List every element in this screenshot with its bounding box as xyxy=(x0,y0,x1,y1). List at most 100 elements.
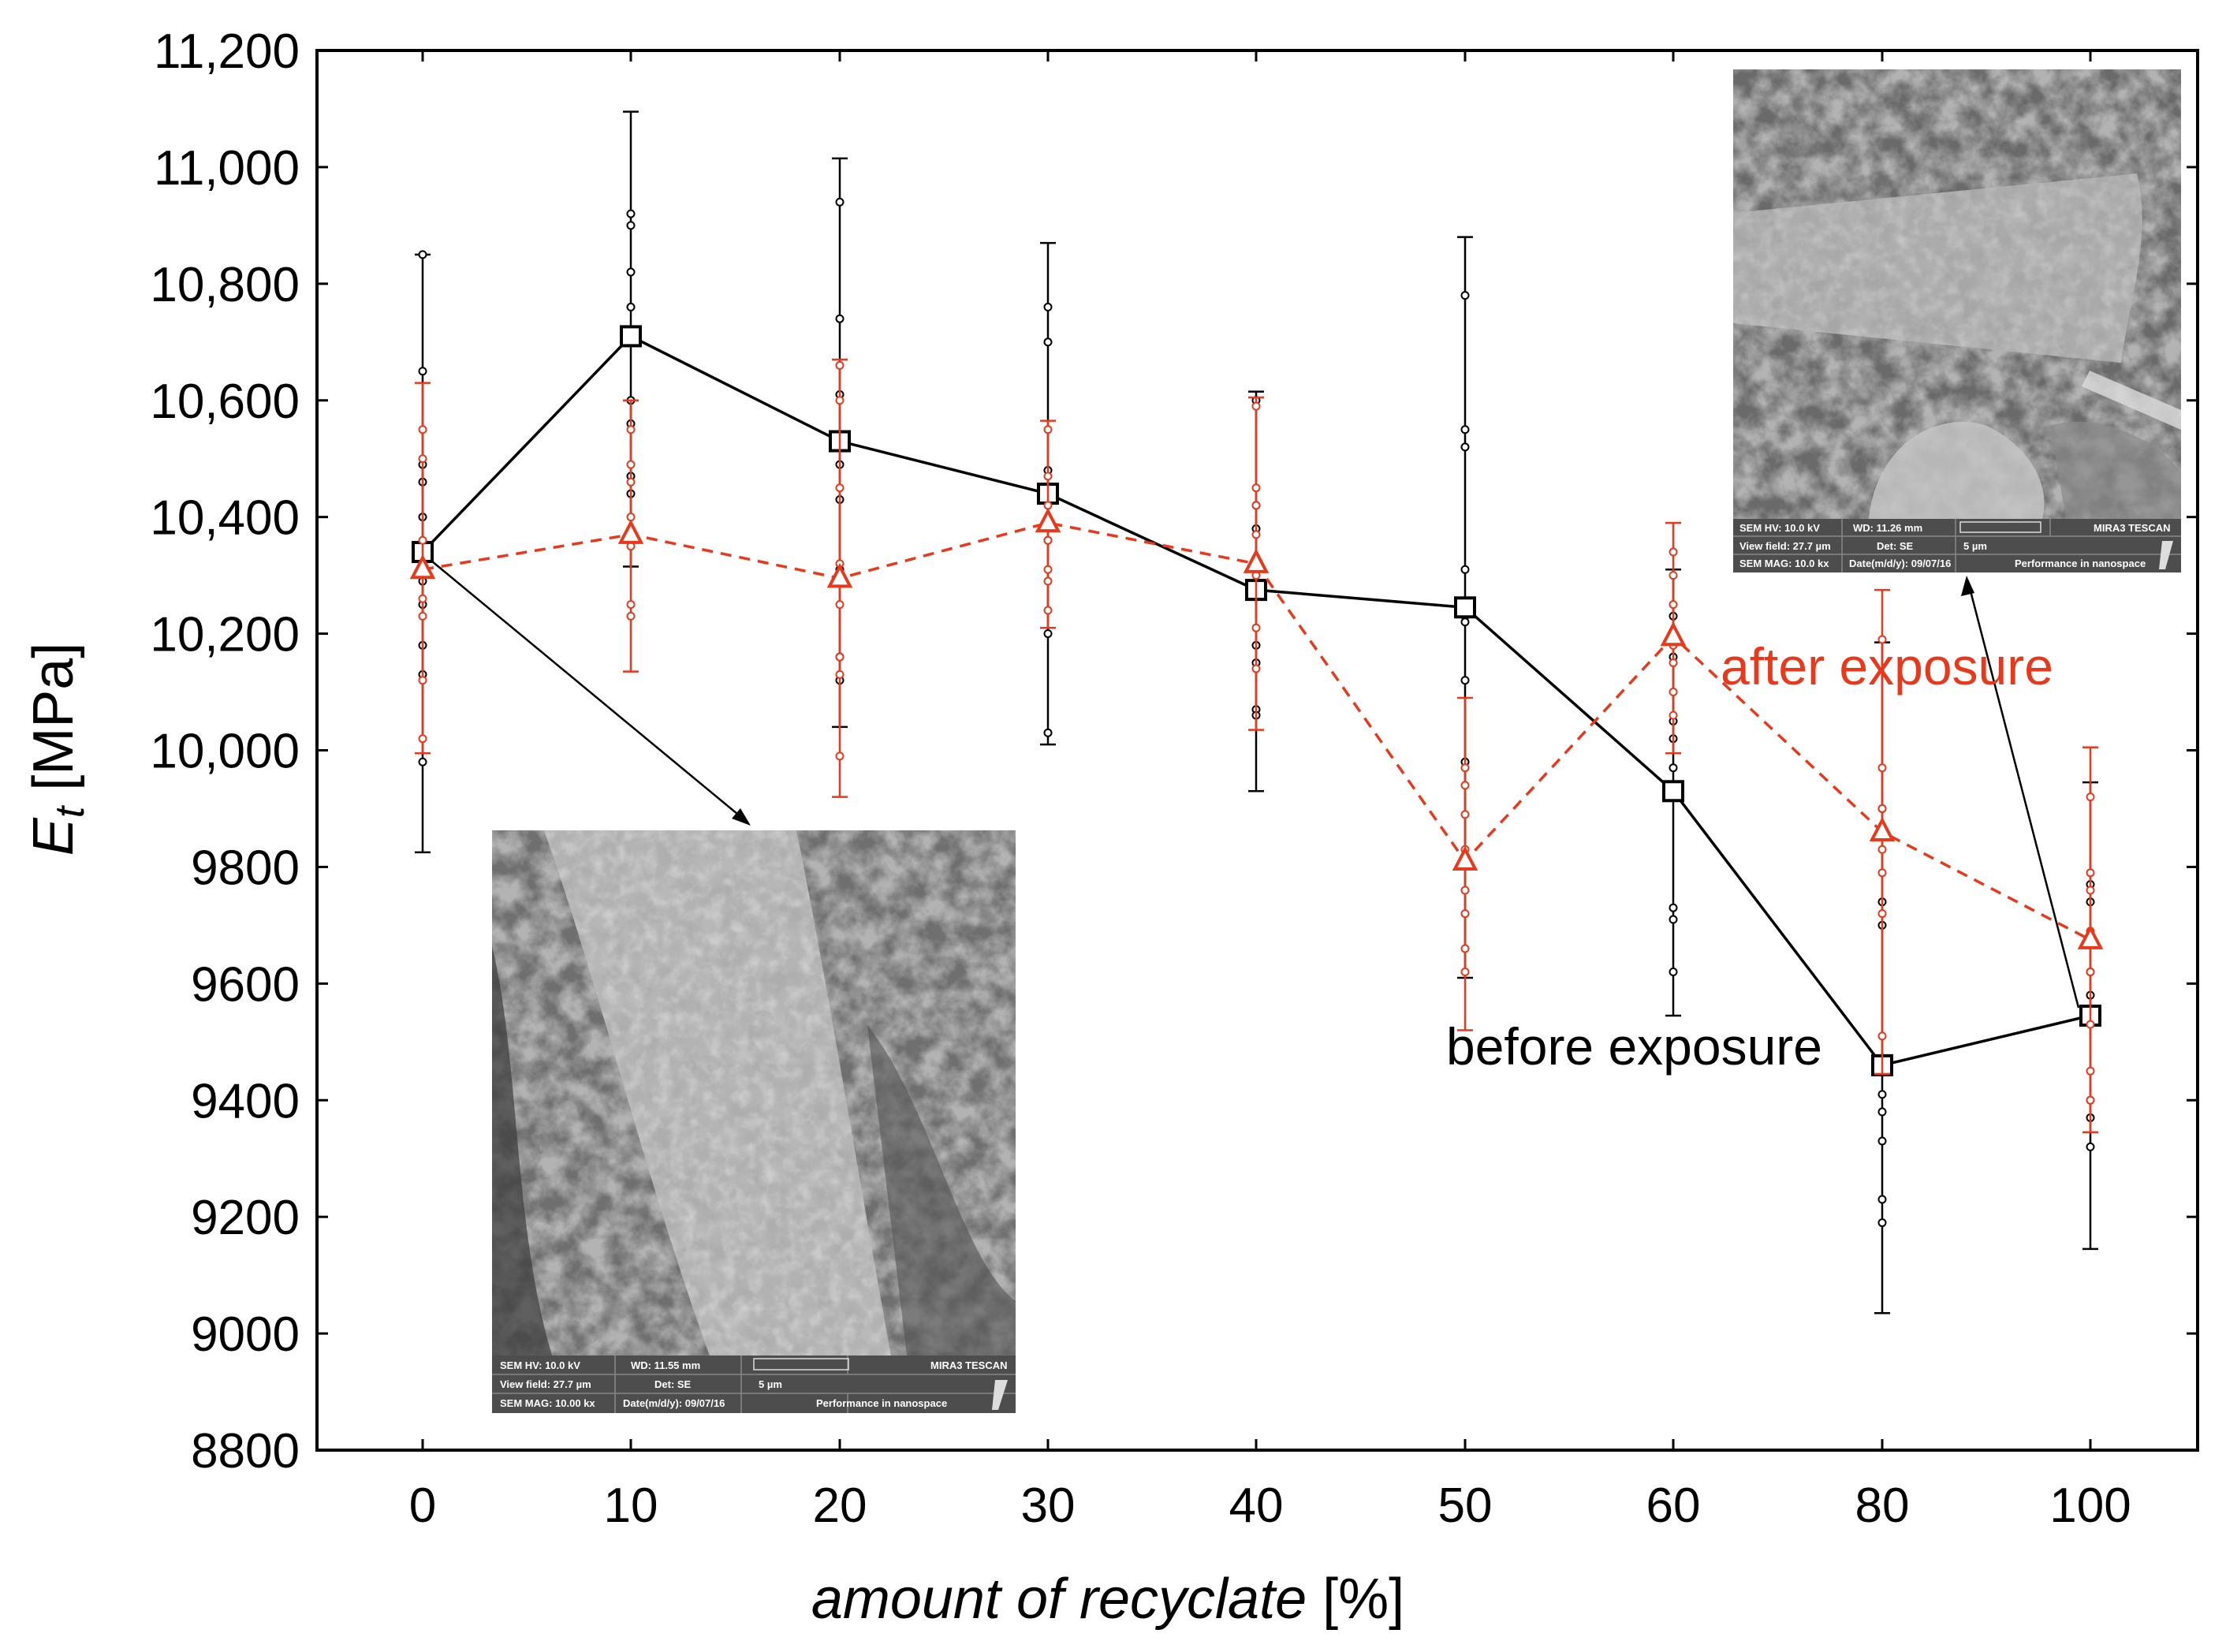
sem-left-date: Date(m/d/y): 09/07/16 xyxy=(623,1397,725,1409)
sem-right-wd: WD: 11.26 mm xyxy=(1853,522,1922,534)
x-axis-title: amount of recyclate [%] xyxy=(811,1568,1404,1631)
mean-marker-triangle xyxy=(617,519,644,544)
measurement-point xyxy=(418,425,427,434)
sem-right-brand: MIRA3 TESCAN xyxy=(2094,522,2171,534)
y-tick-label: 11,000 xyxy=(154,141,300,196)
measurement-point xyxy=(1669,688,1678,697)
measurement-point xyxy=(1877,909,1887,919)
measurement-point xyxy=(1460,425,1470,434)
x-tick-label: 10 xyxy=(604,1479,658,1533)
measurement-point xyxy=(1669,658,1678,668)
measurement-point xyxy=(626,209,636,218)
sem-image-left: SEM HV: 10.0 kV WD: 11.55 mm MIRA3 TESCA… xyxy=(492,830,1016,1413)
mean-marker-triangle xyxy=(2077,924,2104,949)
sem-left-scale: 5 µm xyxy=(759,1378,782,1390)
measurement-point xyxy=(1460,565,1470,574)
measurement-point xyxy=(835,751,845,761)
measurement-point xyxy=(1460,968,1470,977)
measurement-point xyxy=(1669,600,1678,610)
series-layer xyxy=(409,110,2104,1315)
x-tick-label: 30 xyxy=(1021,1479,1076,1533)
y-tick-label: 9000 xyxy=(191,1307,300,1362)
measurement-point xyxy=(626,460,636,469)
measurement-point xyxy=(1460,291,1470,300)
measurement-point xyxy=(418,535,427,545)
measurement-point xyxy=(1460,781,1470,790)
y-axis-title: Et [MPa] xyxy=(22,643,93,856)
arrow-head-left-icon xyxy=(732,808,751,826)
measurement-point xyxy=(1043,425,1053,434)
measurement-point xyxy=(1460,617,1470,627)
x-tick-label: 60 xyxy=(1646,1479,1701,1533)
measurement-point xyxy=(2086,886,2095,895)
measurement-point xyxy=(835,600,845,610)
sem-right-hv: SEM HV: 10.0 kV xyxy=(1739,522,1820,534)
y-tick-label: 11,200 xyxy=(154,24,300,79)
y-tick-label: 10,000 xyxy=(150,725,300,779)
sem-right-slogan: Performance in nanospace xyxy=(2015,558,2146,569)
measurement-point xyxy=(1877,1218,1887,1228)
measurement-point xyxy=(626,611,636,621)
measurement-point xyxy=(1669,763,1678,773)
x-tick-label: 100 xyxy=(2049,1479,2131,1533)
measurement-point xyxy=(418,454,427,464)
measurement-point xyxy=(418,250,427,259)
mean-marker-square xyxy=(1662,780,1684,803)
sem-left-view-field: View field: 27.7 µm xyxy=(500,1378,591,1390)
sem-right-det: Det: SE xyxy=(1877,540,1914,552)
measurement-point xyxy=(1669,710,1678,720)
mean-marker-square xyxy=(620,325,642,348)
mean-marker-triangle xyxy=(1452,845,1478,871)
x-axis-title-main: amount of recyclate xyxy=(811,1568,1307,1631)
measurement-point xyxy=(1460,810,1470,819)
measurement-point xyxy=(626,425,636,434)
y-tick-label: 8800 xyxy=(191,1424,300,1479)
x-tick-label: 20 xyxy=(813,1479,867,1533)
measurement-point xyxy=(835,314,845,323)
measurement-point xyxy=(835,669,845,679)
measurement-point xyxy=(2086,1020,2095,1029)
x-tick-label: 50 xyxy=(1438,1479,1493,1533)
measurement-point xyxy=(1043,629,1053,639)
measurement-point xyxy=(626,600,636,610)
measurement-point xyxy=(1877,868,1887,878)
y-axis-title-sub: t xyxy=(47,804,93,818)
measurement-point xyxy=(1877,845,1887,854)
measurement-point xyxy=(1460,944,1470,953)
sem-left-wd: WD: 11.55 mm xyxy=(631,1359,700,1371)
measurement-point xyxy=(1043,302,1053,311)
annotation-before-exposure: before exposure xyxy=(1446,1017,1822,1076)
measurement-point xyxy=(2086,968,2095,977)
measurement-point xyxy=(1877,1107,1887,1117)
measurement-point xyxy=(626,477,636,487)
measurement-point xyxy=(1877,1136,1887,1146)
y-axis: 8800 9000 9200 9400 9600 9800 10,000 10,200 10,4… xyxy=(150,24,2198,1479)
inset-arrows xyxy=(422,553,2080,1009)
y-tick-label: 9600 xyxy=(191,957,300,1012)
measurement-point xyxy=(1669,968,1678,977)
arrow-head-right-icon xyxy=(1961,576,1974,596)
measurement-point xyxy=(1251,664,1261,673)
measurement-point xyxy=(418,757,427,766)
measurement-point xyxy=(1043,606,1053,615)
measurement-point xyxy=(626,267,636,277)
measurement-point xyxy=(2086,792,2095,802)
mean-marker-triangle xyxy=(1243,548,1270,573)
mean-marker-triangle xyxy=(1660,621,1687,647)
sem-left-mag: SEM MAG: 10.00 kx xyxy=(500,1397,595,1409)
tescan-logo-right-icon xyxy=(2159,541,2173,569)
sem-right-mag: SEM MAG: 10.0 kx xyxy=(1739,558,1829,569)
measurement-point xyxy=(835,197,845,207)
y-axis-title-unit: [MPa] xyxy=(22,643,85,791)
x-tick-label: 80 xyxy=(1855,1479,1910,1533)
measurement-point xyxy=(1669,903,1678,912)
measurement-point xyxy=(1877,1090,1887,1099)
measurement-point xyxy=(418,734,427,744)
measurement-point xyxy=(1043,337,1053,347)
y-axis-title-main: E xyxy=(22,817,85,856)
sem-right-view-field: View field: 27.7 µm xyxy=(1739,540,1831,552)
measurement-point xyxy=(418,611,427,621)
measurement-point xyxy=(1251,623,1261,632)
measurement-point xyxy=(835,652,845,662)
measurement-point xyxy=(1877,763,1887,773)
